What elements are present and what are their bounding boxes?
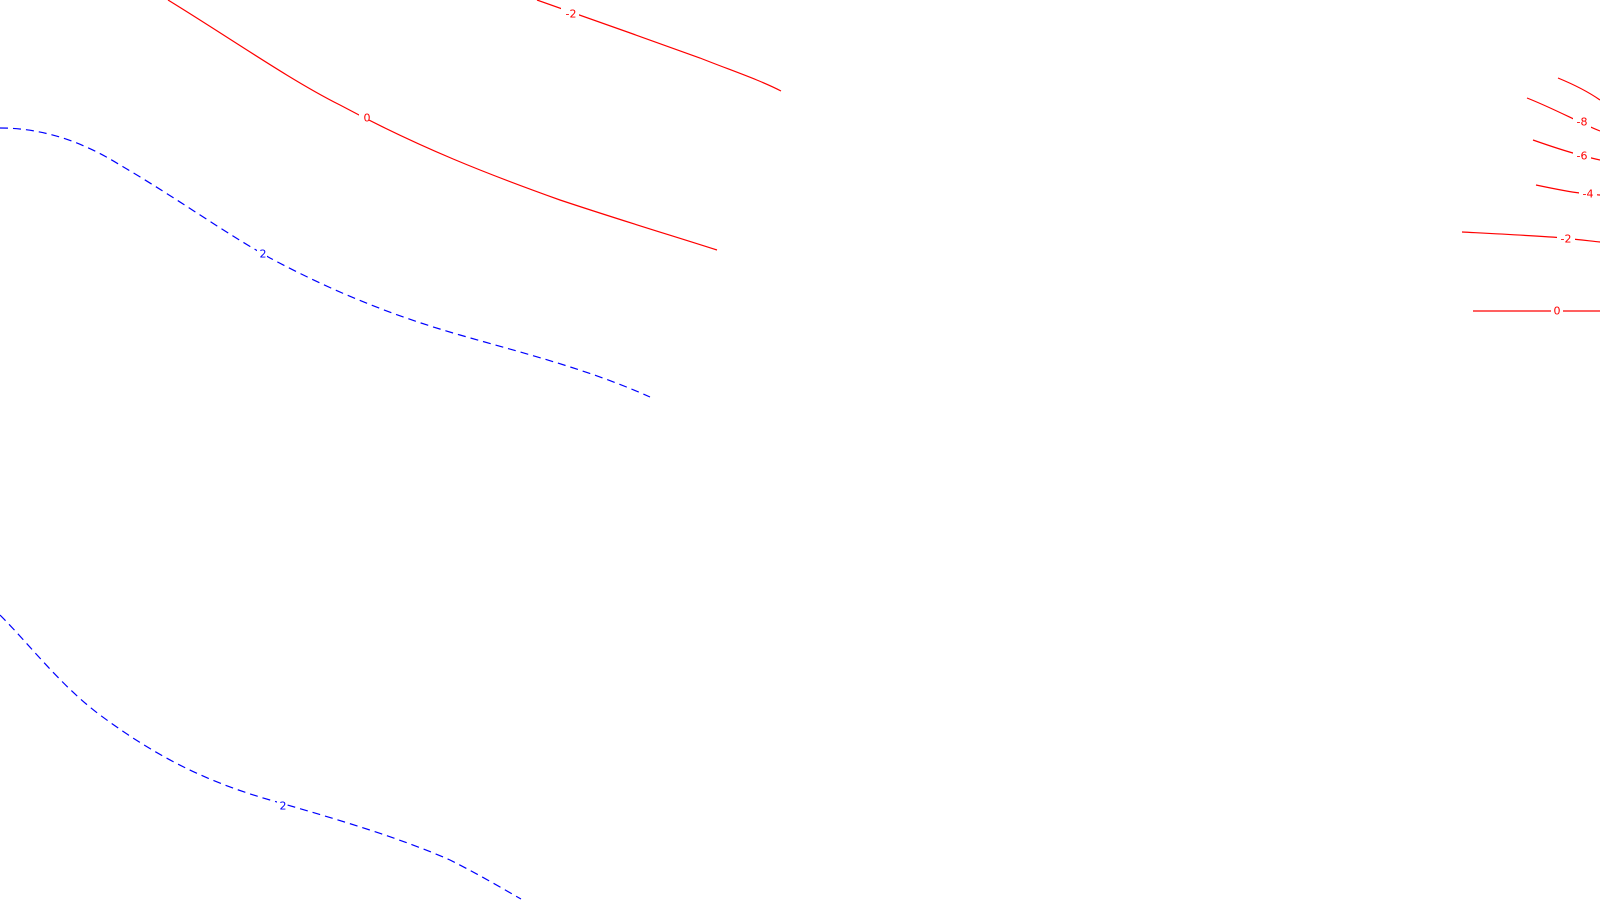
contour-line (0, 127, 651, 398)
contour-line (1557, 77, 1600, 101)
contour-line (1461, 231, 1600, 243)
contour-label: 0 (1554, 305, 1561, 318)
contour-label: 0 (364, 112, 371, 125)
contour-red-neg8-right: -8 (1526, 97, 1600, 132)
contour-line (167, 0, 718, 251)
contour-red-neg4-right: -4 (1535, 184, 1600, 201)
contour-label: -2 (1561, 233, 1572, 246)
contour-blue-2-lower: 2 (0, 614, 522, 900)
contour-label: -2 (566, 8, 577, 21)
contour-red-0-upper-left: 0 (167, 0, 718, 251)
contour-red-neg2-right: -2 (1461, 231, 1600, 246)
contour-red-neg2-top: -2 (536, 0, 782, 92)
contour-red-neg10-right (1557, 77, 1600, 101)
contour-label: -6 (1577, 150, 1588, 163)
contour-label: 2 (260, 248, 267, 261)
contour-label: -8 (1577, 116, 1588, 129)
contour-blue-2-upper: 2 (0, 127, 651, 398)
contour-red-0-right: 0 (1473, 304, 1600, 318)
contour-label: -4 (1583, 188, 1594, 201)
contour-line (0, 614, 522, 900)
contour-label: 2 (280, 800, 287, 813)
contour-red-neg6-right: -6 (1532, 139, 1600, 163)
